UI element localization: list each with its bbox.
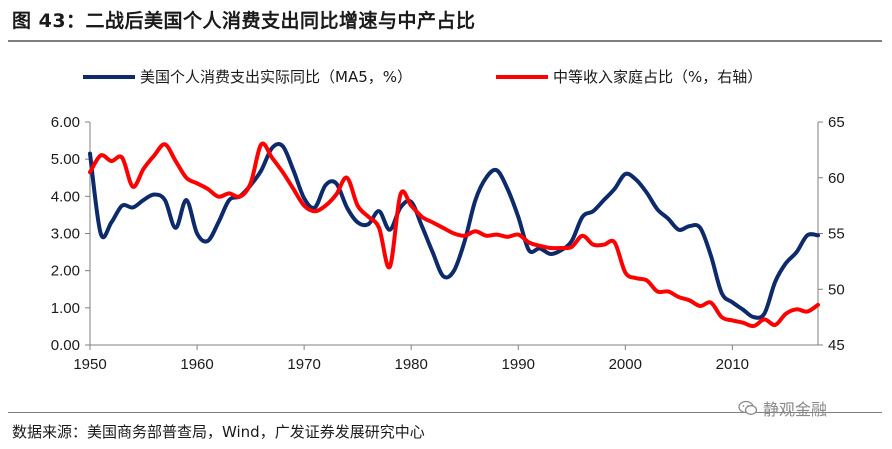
y-right-tick-label: 60 — [828, 170, 845, 187]
source-divider — [8, 412, 882, 413]
series-layer — [88, 141, 820, 329]
x-tick-label: 1960 — [180, 356, 213, 373]
x-tick-label: 2000 — [609, 356, 642, 373]
watermark-text: 静观金融 — [763, 400, 828, 419]
line-chart: 美国个人消费支出实际同比（MA5，%） 中等收入家庭占比（%，右轴） 0.001… — [51, 68, 845, 373]
wechat-icon — [738, 400, 758, 415]
y-right-tick-label: 50 — [828, 281, 845, 298]
series-line-middle-income-share — [88, 141, 820, 329]
y-right-tick-label: 45 — [828, 337, 845, 354]
watermark: 静观金融 — [738, 396, 827, 420]
y-left-tick-label: 0.00 — [51, 337, 80, 354]
legend-label-series1: 美国个人消费支出实际同比（MA5，%） — [140, 68, 412, 86]
x-tick-label: 1950 — [73, 356, 106, 373]
y-axis-right-ticks: 45 50 55 60 65 — [818, 114, 845, 354]
y-left-tick-label: 4.00 — [51, 188, 80, 205]
x-axis-ticks: 1950 1960 1970 1980 1990 2000 2010 — [73, 345, 749, 373]
y-left-tick-label: 5.00 — [51, 151, 80, 168]
title-divider — [8, 40, 882, 42]
legend: 美国个人消费支出实际同比（MA5，%） 中等收入家庭占比（%，右轴） — [83, 68, 762, 86]
y-right-tick-label: 55 — [828, 226, 845, 243]
x-tick-label: 1980 — [394, 356, 427, 373]
y-right-tick-label: 65 — [828, 114, 845, 131]
y-left-tick-label: 2.00 — [51, 263, 80, 280]
x-tick-label: 1970 — [287, 356, 320, 373]
source-note: 数据来源：美国商务部普查局，Wind，广发证券发展研究中心 — [12, 423, 425, 441]
y-left-tick-label: 1.00 — [51, 300, 80, 317]
y-left-tick-label: 3.00 — [51, 226, 80, 243]
series-line-pce-growth — [88, 142, 820, 320]
x-tick-label: 2010 — [716, 356, 749, 373]
y-left-tick-label: 6.00 — [51, 114, 80, 131]
legend-label-series2: 中等收入家庭占比（%，右轴） — [553, 68, 762, 86]
y-axis-left-ticks: 0.00 1.00 2.00 3.00 4.00 5.00 6.00 — [51, 114, 90, 354]
chart-title: 图 43：二战后美国个人消费支出同比增速与中产占比 — [12, 10, 476, 32]
x-tick-label: 1990 — [502, 356, 535, 373]
